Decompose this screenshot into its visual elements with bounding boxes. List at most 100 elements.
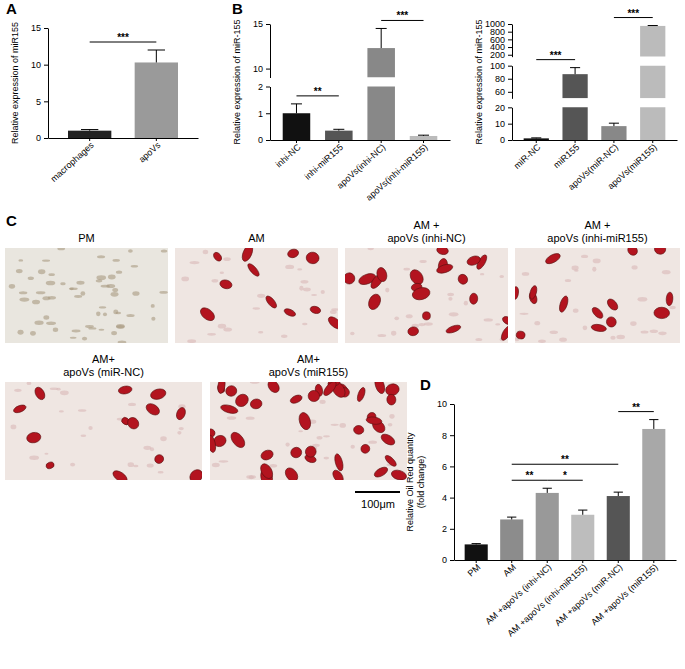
y-tick-mark	[508, 47, 512, 48]
cell-texture	[111, 292, 119, 297]
y-tick: 60	[495, 87, 512, 97]
y-tick-label: 4	[442, 493, 447, 503]
cell-texture	[97, 255, 105, 258]
lipid-droplet	[144, 401, 161, 417]
y-tick-label: 1000	[485, 19, 505, 29]
bar	[367, 48, 395, 77]
cell-texture	[419, 260, 426, 263]
y-tick-mark	[44, 101, 48, 102]
x-tick: AM +apoVs (miR-NC)	[553, 560, 625, 628]
cell-texture	[299, 286, 303, 291]
lipid-droplet	[219, 279, 233, 290]
cell-texture	[662, 270, 671, 274]
cell-texture	[368, 441, 377, 444]
y-tick-mark	[508, 140, 512, 141]
x-tick: apoVs(inhi-miR155)	[364, 140, 430, 203]
lipid-droplet	[407, 326, 419, 336]
cell-texture	[99, 306, 106, 308]
lipid-droplet	[528, 285, 538, 300]
cell-texture	[115, 312, 121, 314]
bar-chart: 0121015inhi-NCinhi-miR155apoVs(inhi-NC)a…	[232, 0, 451, 203]
plot-area	[562, 66, 665, 99]
lipid-droplet	[345, 271, 357, 287]
error-bar-cap	[531, 137, 541, 138]
y-axis-line	[512, 66, 513, 99]
lipid-droplet	[466, 254, 482, 267]
cell-texture	[96, 311, 101, 316]
x-tick: miR155	[551, 140, 581, 170]
cell-texture	[101, 285, 110, 288]
x-tick: miR-NC	[512, 140, 543, 171]
y-tick: 10	[253, 64, 270, 74]
lipid-droplet	[375, 266, 388, 282]
x-tick: AM +apoVs (inhi-NC)	[483, 560, 553, 627]
y-tick-label: 5	[36, 97, 41, 107]
lipid-droplet	[297, 411, 312, 431]
lipid-droplet	[283, 307, 297, 317]
cell-texture	[616, 335, 625, 339]
y-tick-mark	[450, 404, 454, 405]
lipid-droplet	[283, 466, 300, 480]
lipid-droplet	[308, 390, 320, 402]
cell-texture	[60, 390, 69, 395]
cell-texture	[161, 249, 167, 252]
x-tick: AM +apoVs (miR155)	[589, 560, 660, 627]
y-tick-mark	[266, 69, 270, 70]
micrograph-background	[175, 248, 338, 343]
micrograph-label: AM+	[297, 353, 320, 365]
bar	[642, 429, 665, 560]
error-bar	[472, 543, 481, 545]
y-tick-label: 6	[442, 462, 447, 472]
x-tick-label: miR-NC	[512, 142, 543, 171]
micrograph-label: AM+	[92, 353, 115, 365]
plot-area	[640, 26, 665, 57]
cell-texture	[522, 272, 529, 276]
cell-texture	[19, 291, 27, 294]
lipid-droplet	[356, 387, 367, 403]
error-bar	[543, 488, 552, 493]
y-tick: 15	[31, 23, 48, 33]
error-bar	[570, 68, 580, 75]
y-axis: 2004006008001000	[485, 19, 513, 60]
y-tick: 1	[258, 109, 270, 119]
bar	[524, 138, 549, 140]
error-bar-cap	[418, 135, 429, 136]
cell-texture	[368, 248, 374, 250]
bar	[607, 496, 630, 560]
lipid-droplet	[125, 415, 141, 431]
y-tick-label: 0	[500, 135, 505, 145]
cell-texture	[650, 329, 658, 333]
cell-texture	[499, 275, 504, 278]
cell-texture	[534, 321, 540, 325]
y-tick-mark	[450, 498, 454, 499]
y-axis-line	[48, 29, 49, 139]
lipid-droplet	[626, 248, 640, 257]
lipid-droplet	[379, 432, 396, 447]
y-tick: 2	[258, 82, 270, 92]
bar	[601, 126, 626, 140]
cell-texture	[116, 324, 125, 329]
cell-texture	[116, 271, 122, 274]
lipid-droplet	[212, 251, 223, 263]
cell-texture	[159, 291, 168, 294]
micrograph-background	[5, 382, 202, 480]
y-tick-mark	[44, 65, 48, 66]
micrograph-label: apoVs (miR155)	[269, 366, 348, 378]
cell-texture	[565, 279, 571, 282]
y-axis-line	[512, 108, 513, 141]
cell-texture	[258, 331, 263, 333]
cell-texture	[538, 340, 546, 343]
y-axis: 10 15	[253, 19, 271, 78]
y-tick: 10	[495, 119, 512, 129]
lipid-droplet	[304, 445, 318, 459]
y-tick-label: 10	[495, 119, 505, 129]
lipid-droplet	[516, 330, 526, 339]
cell-texture	[464, 301, 468, 306]
lipid-droplet	[246, 262, 261, 278]
y-tick-label: 80	[495, 74, 505, 84]
error-bar-cap	[614, 492, 623, 493]
y-axis: 01020	[495, 103, 513, 146]
y-tick-label: 15	[253, 19, 263, 29]
cell-texture	[324, 457, 330, 460]
plot-area	[283, 87, 438, 141]
